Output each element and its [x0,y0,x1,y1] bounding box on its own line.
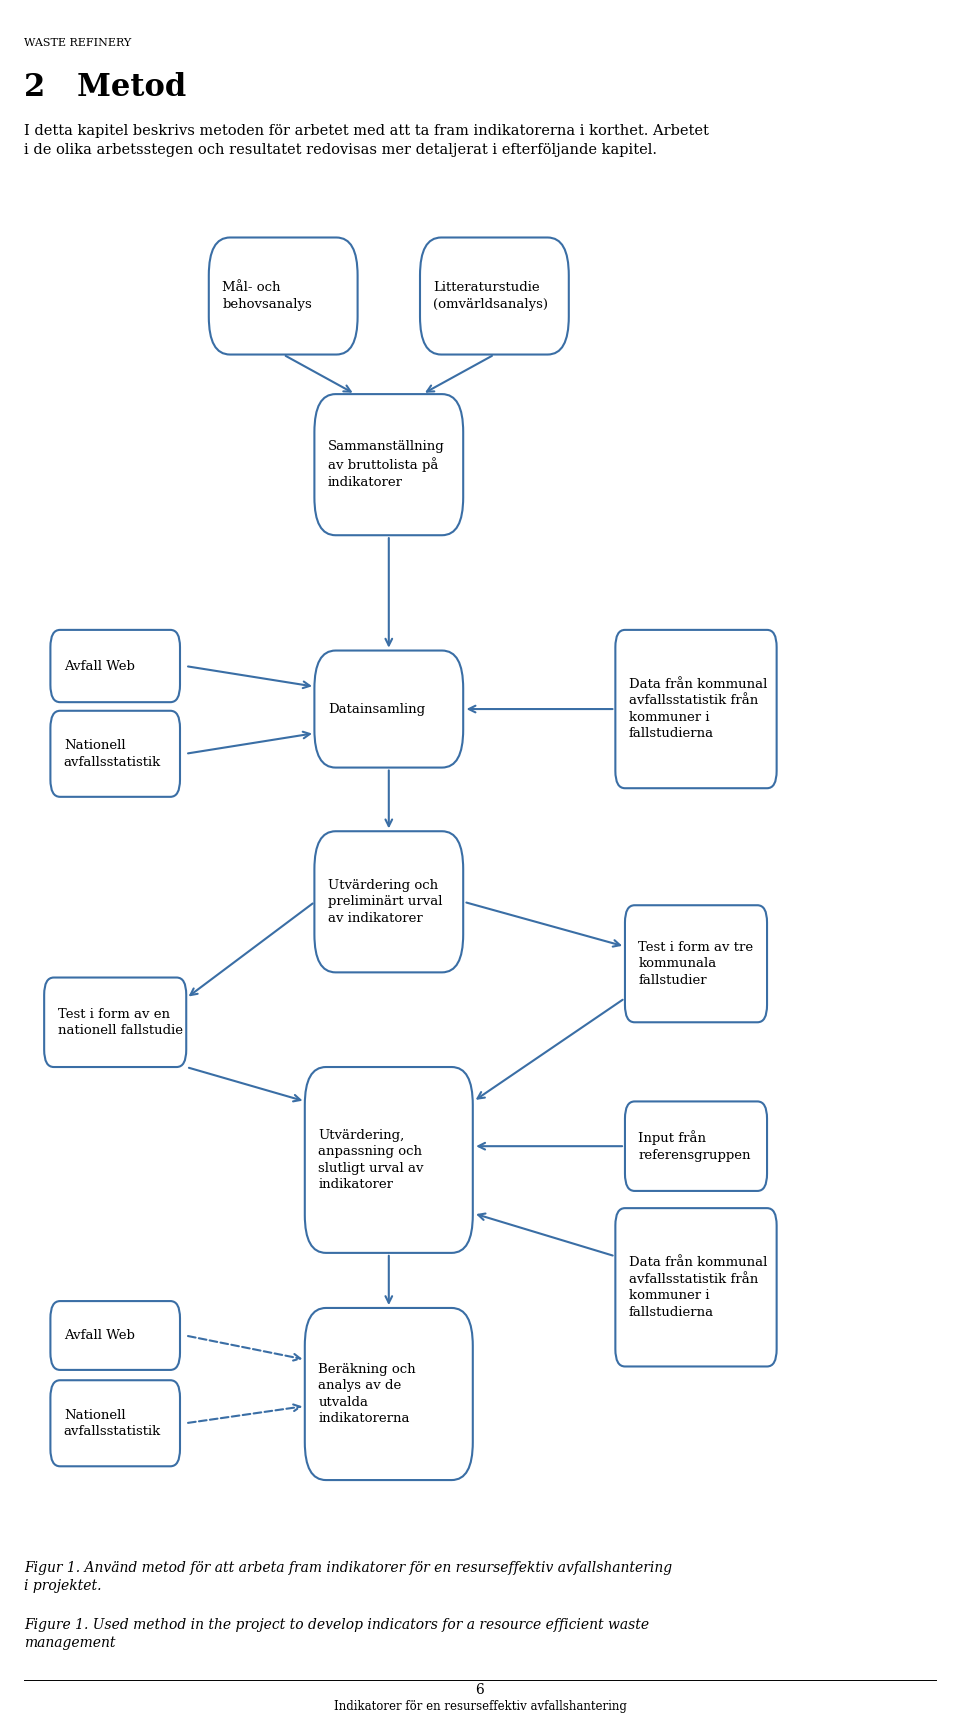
FancyBboxPatch shape [50,630,180,702]
FancyBboxPatch shape [625,1101,767,1191]
Text: I detta kapitel beskrivs metoden för arbetet med att ta fram indikatorerna i kor: I detta kapitel beskrivs metoden för arb… [24,124,708,157]
FancyBboxPatch shape [315,831,464,972]
Text: Utvärdering,
anpassning och
slutligt urval av
indikatorer: Utvärdering, anpassning och slutligt urv… [319,1129,423,1191]
Text: Figure 1. Used method in the project to develop indicators for a resource effici: Figure 1. Used method in the project to … [24,1618,649,1650]
Text: Litteraturstudie
(omvärldsanalys): Litteraturstudie (omvärldsanalys) [434,281,548,312]
Text: Indikatorer för en resurseffektiv avfallshantering: Indikatorer för en resurseffektiv avfall… [333,1700,627,1714]
FancyBboxPatch shape [50,1380,180,1466]
Text: Input från
referensgruppen: Input från referensgruppen [638,1131,751,1162]
FancyBboxPatch shape [305,1067,472,1253]
Text: Nationell
avfallsstatistik: Nationell avfallsstatistik [63,1408,161,1439]
FancyBboxPatch shape [50,711,180,797]
Text: Datainsamling: Datainsamling [328,702,425,716]
FancyBboxPatch shape [420,237,568,355]
Text: Avfall Web: Avfall Web [63,1329,134,1342]
FancyBboxPatch shape [625,905,767,1022]
Text: WASTE REFINERY: WASTE REFINERY [24,38,132,48]
FancyBboxPatch shape [50,1301,180,1370]
FancyBboxPatch shape [44,978,186,1067]
Text: Utvärdering och
preliminärt urval
av indikatorer: Utvärdering och preliminärt urval av ind… [328,879,443,924]
FancyBboxPatch shape [305,1308,472,1480]
Text: Sammanställning
av bruttolista på
indikatorer: Sammanställning av bruttolista på indika… [328,441,444,489]
Text: Test i form av en
nationell fallstudie: Test i form av en nationell fallstudie [58,1007,182,1038]
Text: Test i form av tre
kommunala
fallstudier: Test i form av tre kommunala fallstudier [638,941,754,986]
Text: 6: 6 [475,1683,485,1697]
Text: Mål- och
behovsanalys: Mål- och behovsanalys [222,281,312,312]
FancyBboxPatch shape [615,630,777,788]
FancyBboxPatch shape [315,651,464,768]
FancyBboxPatch shape [315,394,464,535]
FancyBboxPatch shape [208,237,357,355]
Text: Figur 1. Använd metod för att arbeta fram indikatorer för en resurseffektiv avfa: Figur 1. Använd metod för att arbeta fra… [24,1561,672,1594]
Text: Data från kommunal
avfallsstatistik från
kommuner i
fallstudierna: Data från kommunal avfallsstatistik från… [629,678,767,740]
Text: Avfall Web: Avfall Web [63,659,134,673]
Text: Data från kommunal
avfallsstatistik från
kommuner i
fallstudierna: Data från kommunal avfallsstatistik från… [629,1256,767,1318]
Text: 2   Metod: 2 Metod [24,72,186,103]
Text: Beräkning och
analys av de
utvalda
indikatorerna: Beräkning och analys av de utvalda indik… [319,1363,416,1425]
FancyBboxPatch shape [615,1208,777,1366]
Text: Nationell
avfallsstatistik: Nationell avfallsstatistik [63,738,161,769]
